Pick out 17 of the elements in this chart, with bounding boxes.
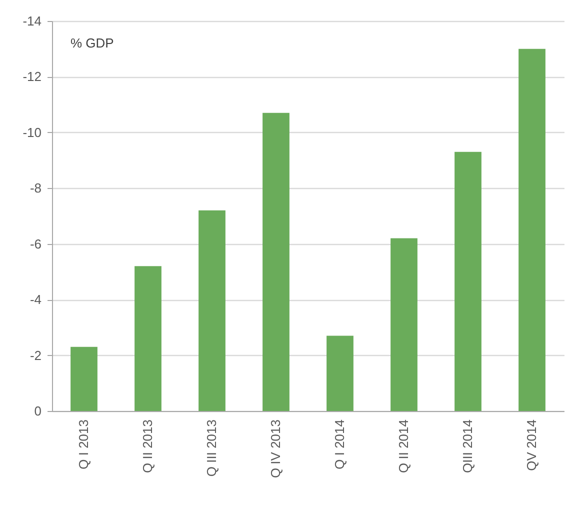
x-tick-label: Q I 2014: [332, 420, 347, 470]
y-tick-label: -12: [22, 69, 42, 84]
y-tick-label: -14: [22, 14, 42, 28]
y-tick-label: -10: [22, 124, 42, 140]
x-tick-label: Q IV 2013: [268, 420, 283, 478]
x-tick-label: Q II 2013: [140, 420, 155, 473]
x-tick-label: QV 2014: [524, 420, 539, 471]
y-tick-label: -2: [30, 348, 42, 363]
x-tick-label: Q II 2014: [396, 420, 411, 473]
y-axis-title: % GDP: [70, 36, 114, 50]
y-tick-label: -4: [30, 292, 42, 308]
x-tick-label: QIII 2014: [460, 420, 475, 473]
y-tick-label: 0: [34, 404, 42, 418]
x-tick-label: Q I 2013: [76, 420, 91, 470]
y-tick-label: -8: [30, 180, 42, 196]
y-tick-label: -6: [30, 236, 42, 252]
x-tick-label: Q III 2013: [204, 420, 219, 477]
